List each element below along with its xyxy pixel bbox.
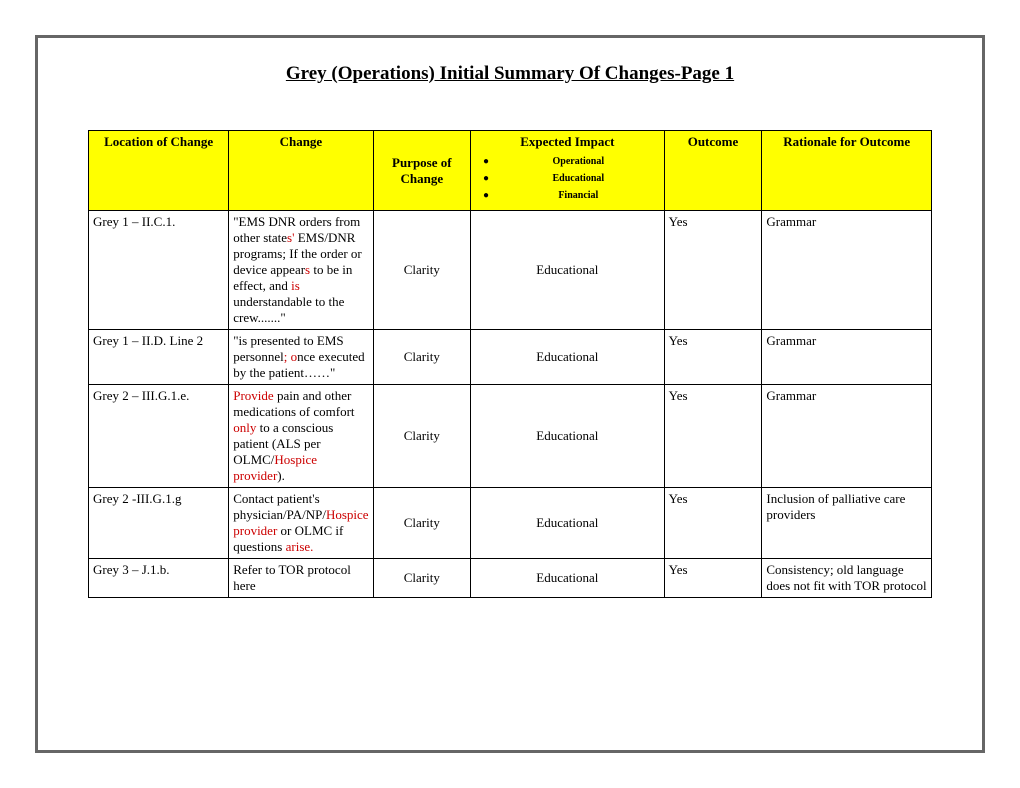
- cell-impact: Educational: [471, 330, 665, 385]
- cell-outcome: Yes: [664, 385, 762, 488]
- change-text-segment: ; o: [284, 349, 297, 364]
- cell-purpose: Clarity: [373, 559, 471, 598]
- cell-purpose: Clarity: [373, 488, 471, 559]
- header-change: Change: [229, 131, 373, 211]
- cell-outcome: Yes: [664, 211, 762, 330]
- cell-change: Refer to TOR protocol here: [229, 559, 373, 598]
- cell-location: Grey 1 – II.C.1.: [89, 211, 229, 330]
- cell-outcome: Yes: [664, 330, 762, 385]
- cell-change: Provide pain and other medications of co…: [229, 385, 373, 488]
- cell-purpose: Clarity: [373, 330, 471, 385]
- table-row: Grey 2 – III.G.1.e.Provide pain and othe…: [89, 385, 932, 488]
- change-text-segment: Refer to TOR protocol here: [233, 562, 351, 593]
- cell-location: Grey 1 – II.D. Line 2: [89, 330, 229, 385]
- page-title: Grey (Operations) Initial Summary Of Cha…: [88, 63, 932, 85]
- cell-rationale: Consistency; old language does not fit w…: [762, 559, 932, 598]
- table-body: Grey 1 – II.C.1."EMS DNR orders from oth…: [89, 211, 932, 598]
- impact-item: Educational: [483, 173, 660, 184]
- change-text-segment: only: [233, 420, 256, 435]
- header-purpose: Purpose of Change: [373, 131, 471, 211]
- cell-purpose: Clarity: [373, 385, 471, 488]
- cell-change: "EMS DNR orders from other states' EMS/D…: [229, 211, 373, 330]
- page-frame: Grey (Operations) Initial Summary Of Cha…: [35, 35, 985, 753]
- header-impact-list: Operational Educational Financial: [475, 156, 660, 201]
- cell-change: "is presented to EMS personnel; once exe…: [229, 330, 373, 385]
- cell-change: Contact patient's physician/PA/NP/Hospic…: [229, 488, 373, 559]
- impact-item: Operational: [483, 156, 660, 167]
- cell-rationale: Grammar: [762, 330, 932, 385]
- cell-rationale: Grammar: [762, 385, 932, 488]
- impact-item: Financial: [483, 190, 660, 201]
- header-outcome: Outcome: [664, 131, 762, 211]
- change-text-segment: understandable to the crew.......": [233, 294, 344, 325]
- table-row: Grey 1 – II.D. Line 2"is presented to EM…: [89, 330, 932, 385]
- header-impact-title: Expected Impact: [475, 134, 660, 150]
- table-row: Grey 3 – J.1.b.Refer to TOR protocol her…: [89, 559, 932, 598]
- cell-location: Grey 2 – III.G.1.e.: [89, 385, 229, 488]
- cell-rationale: Grammar: [762, 211, 932, 330]
- change-text-segment: ).: [277, 468, 285, 483]
- change-text-segment: is: [291, 278, 300, 293]
- cell-outcome: Yes: [664, 488, 762, 559]
- change-text-segment: arise.: [286, 539, 314, 554]
- header-location: Location of Change: [89, 131, 229, 211]
- header-impact: Expected Impact Operational Educational …: [471, 131, 665, 211]
- change-text-segment: Provide: [233, 388, 273, 403]
- header-rationale: Rationale for Outcome: [762, 131, 932, 211]
- cell-purpose: Clarity: [373, 211, 471, 330]
- cell-rationale: Inclusion of palliative care providers: [762, 488, 932, 559]
- cell-impact: Educational: [471, 559, 665, 598]
- cell-impact: Educational: [471, 488, 665, 559]
- cell-outcome: Yes: [664, 559, 762, 598]
- change-text-segment: Contact patient's physician/PA/NP/: [233, 491, 326, 522]
- header-row: Location of Change Change Purpose of Cha…: [89, 131, 932, 211]
- table-row: Grey 2 -III.G.1.gContact patient's physi…: [89, 488, 932, 559]
- cell-impact: Educational: [471, 385, 665, 488]
- cell-impact: Educational: [471, 211, 665, 330]
- cell-location: Grey 2 -III.G.1.g: [89, 488, 229, 559]
- cell-location: Grey 3 – J.1.b.: [89, 559, 229, 598]
- table-row: Grey 1 – II.C.1."EMS DNR orders from oth…: [89, 211, 932, 330]
- changes-table: Location of Change Change Purpose of Cha…: [88, 130, 932, 598]
